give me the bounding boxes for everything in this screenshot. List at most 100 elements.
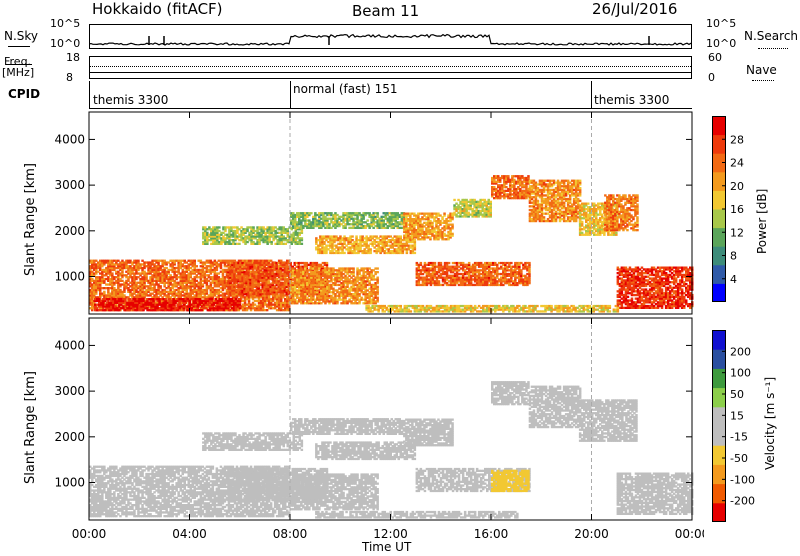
nsky-label: N.Sky <box>4 30 38 42</box>
cpid-segment-3: themis 3300 <box>594 94 669 106</box>
nsearch-tick-bottom: 10^0 <box>706 38 736 49</box>
cpid-divider-20 <box>591 81 592 109</box>
cpid-label: CPID <box>8 88 40 100</box>
power-cbar-tick-label-3: 16 <box>730 203 744 216</box>
nave-legend-line <box>752 80 774 81</box>
power-region-3 <box>202 226 303 245</box>
nsky-trace <box>89 24 692 49</box>
power-ytick-label-2: 3000 <box>54 178 85 192</box>
velocity-xtick-label-2: 08:00 <box>273 527 308 541</box>
power-region-8 <box>416 262 531 286</box>
power-region-15 <box>365 305 619 313</box>
power-region-4 <box>290 212 405 229</box>
velocity-xtick-label-4: 16:00 <box>474 527 509 541</box>
velocity-region-10 <box>529 386 582 429</box>
power-cbar-tick-label-4: 12 <box>730 226 744 239</box>
velocity-ytick-label-3: 4000 <box>54 338 85 352</box>
power-cbar-tick-label-5: 8 <box>730 250 737 263</box>
nsearch-tick-top: 10^5 <box>706 18 736 29</box>
power-ylabel: Slant Range [km] <box>24 163 37 276</box>
velocity-region-6 <box>403 419 454 447</box>
nsky-tick-bottom: 10^0 <box>50 38 80 49</box>
power-cbar-swatch-4 <box>712 209 726 228</box>
power-ytick-label-1: 2000 <box>54 224 85 238</box>
velocity-ytick-label-2: 3000 <box>54 384 85 398</box>
velocity-cbar-swatch-3 <box>712 445 726 465</box>
velocity-cbar-swatch-2 <box>712 464 726 484</box>
velocity-ytick-label-1: 2000 <box>54 430 85 444</box>
cpid-segment-1: themis 3300 <box>93 94 168 106</box>
power-cbar-tick-label-1: 24 <box>730 157 744 170</box>
velocity-region-5 <box>315 441 416 460</box>
power-cbar-tick-label-2: 20 <box>730 180 744 193</box>
velocity-cbar-tick-label-3: 15 <box>730 409 744 422</box>
cpid-divider-start <box>89 81 90 109</box>
velocity-cbar-tick-label-2: 50 <box>730 388 744 401</box>
nave-tick-bottom: 0 <box>708 72 715 83</box>
velocity-cbar-tick-label-7: -200 <box>730 495 755 508</box>
velocity-region-13 <box>315 511 518 519</box>
power-region-6 <box>315 235 416 254</box>
freq-label-2: [MHz] <box>2 67 34 78</box>
power-cbar-swatch-6 <box>712 172 726 191</box>
power-cbar-swatch-5 <box>712 190 726 209</box>
velocity-cbar-swatch-5 <box>712 407 726 427</box>
power-ytick-label-0: 1000 <box>54 270 85 284</box>
power-region-9 <box>453 199 492 218</box>
velocity-region-11 <box>579 399 638 442</box>
velocity-cbar-swatch-9 <box>712 330 726 350</box>
nave-tick-top: 60 <box>708 52 722 63</box>
velocity-cbar-swatch-0 <box>712 503 726 522</box>
velocity-ytick-label-0: 1000 <box>54 476 85 490</box>
power-region-11 <box>529 180 582 223</box>
power-region-10 <box>491 175 530 199</box>
x-axis-label: Time UT <box>362 541 411 553</box>
cpid-divider-08 <box>290 81 291 109</box>
power-region-14 <box>617 267 694 310</box>
beam-title: Beam 11 <box>352 4 419 19</box>
power-cbar-swatch-3 <box>712 228 726 247</box>
velocity-xtick-label-1: 04:00 <box>172 527 207 541</box>
velocity-cbar-swatch-8 <box>712 349 726 369</box>
power-colorbar: 28 24 20 16 12 8 4 <box>712 116 748 302</box>
power-cbar-swatch-0 <box>712 283 726 302</box>
nsky-legend-line <box>8 46 30 47</box>
freq-trace <box>90 72 691 73</box>
power-colorbar-label: Power [dB] <box>756 189 768 254</box>
nave-label: Nave <box>746 64 777 76</box>
velocity-xtick-label-6: 00:00 <box>675 527 704 541</box>
freq-panel <box>89 56 692 79</box>
velocity-ylabel: Slant Range [km] <box>24 371 37 484</box>
cpid-bar: themis 3300 normal (fast) 151 themis 330… <box>89 81 692 109</box>
velocity-cbar-swatch-4 <box>712 426 726 446</box>
velocity-colorbar-label: Velocity [m s⁻¹] <box>764 377 776 470</box>
velocity-xtick-label-0: 00:00 <box>72 527 107 541</box>
nsky-line <box>89 35 691 46</box>
station-title: Hokkaido (fitACF) <box>92 2 223 17</box>
freq-tick-top: 18 <box>66 52 80 63</box>
velocity-cbar-tick-label-5: -50 <box>730 452 748 465</box>
velocity-cbar-swatch-6 <box>712 388 726 408</box>
nsky-tick-top: 10^5 <box>50 18 80 29</box>
velocity-cbar-swatch-7 <box>712 368 726 388</box>
velocity-region-4 <box>290 473 379 510</box>
velocity-region-2 <box>202 432 303 451</box>
velocity-region-12 <box>617 473 694 516</box>
date-title: 26/Jul/2016 <box>592 2 677 17</box>
nsearch-legend-line <box>758 48 788 49</box>
velocity-xtick-label-5: 20:00 <box>574 527 609 541</box>
power-region-13 <box>604 194 639 231</box>
nave-trace <box>90 66 691 67</box>
velocity-region-9 <box>491 381 530 405</box>
power-cbar-tick-label-0: 28 <box>730 133 744 146</box>
power-cbar-swatch-9 <box>712 116 726 135</box>
power-cbar-tick-label-6: 4 <box>730 273 737 286</box>
velocity-cbar-tick-label-4: -15 <box>730 431 748 444</box>
velocity-region-3 <box>290 418 405 435</box>
power-cbar-swatch-8 <box>712 135 726 154</box>
power-region-5 <box>290 267 379 304</box>
velocity-cbar-tick-label-6: -100 <box>730 473 755 486</box>
